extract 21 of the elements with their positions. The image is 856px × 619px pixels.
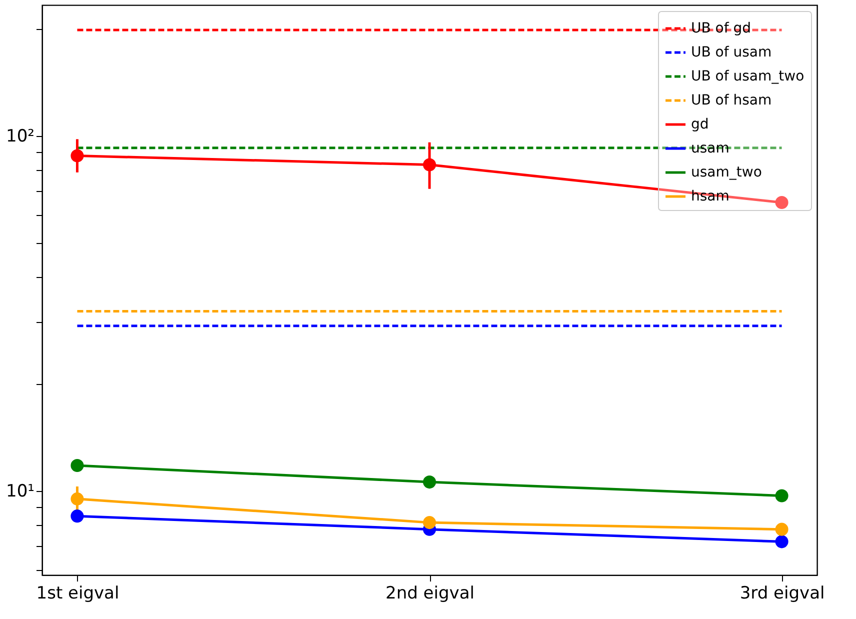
legend-label: UB of usam xyxy=(691,44,772,60)
point xyxy=(70,459,84,472)
legend-label: UB of hsam xyxy=(691,92,772,108)
point xyxy=(70,510,84,523)
point xyxy=(70,149,84,162)
point xyxy=(422,158,436,172)
legend-label: gd xyxy=(691,116,709,132)
point xyxy=(422,516,436,530)
x-tick-label: 1st eigval xyxy=(36,584,120,604)
legend-label: UB of usam_two xyxy=(691,68,804,84)
y-tick-label: 10¹ xyxy=(6,482,34,502)
point xyxy=(422,476,436,489)
point xyxy=(70,492,84,506)
x-tick-label: 3rd eigval xyxy=(740,584,825,604)
point xyxy=(775,489,788,502)
point xyxy=(775,196,788,209)
point xyxy=(775,522,788,536)
point xyxy=(775,535,788,548)
legend-label: usam_two xyxy=(691,164,762,180)
x-tick-label: 2nd eigval xyxy=(386,584,474,604)
y-tick-label: 10² xyxy=(6,126,34,147)
